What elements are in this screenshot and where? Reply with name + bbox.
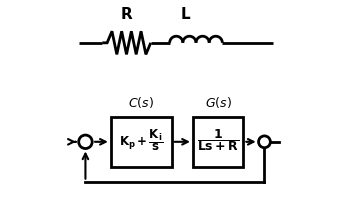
Text: R: R bbox=[121, 7, 132, 22]
Text: $\mathbf{K_p+\dfrac{K_i}{s}}$: $\mathbf{K_p+\dfrac{K_i}{s}}$ bbox=[119, 127, 163, 153]
Bar bbox=[111, 117, 172, 167]
Text: L: L bbox=[181, 7, 190, 22]
Text: $G(s)$: $G(s)$ bbox=[205, 95, 232, 110]
Text: $\mathbf{\dfrac{1}{Ls+R}}$: $\mathbf{\dfrac{1}{Ls+R}}$ bbox=[197, 127, 239, 153]
Text: $C(s)$: $C(s)$ bbox=[128, 95, 154, 110]
Bar bbox=[193, 117, 243, 167]
